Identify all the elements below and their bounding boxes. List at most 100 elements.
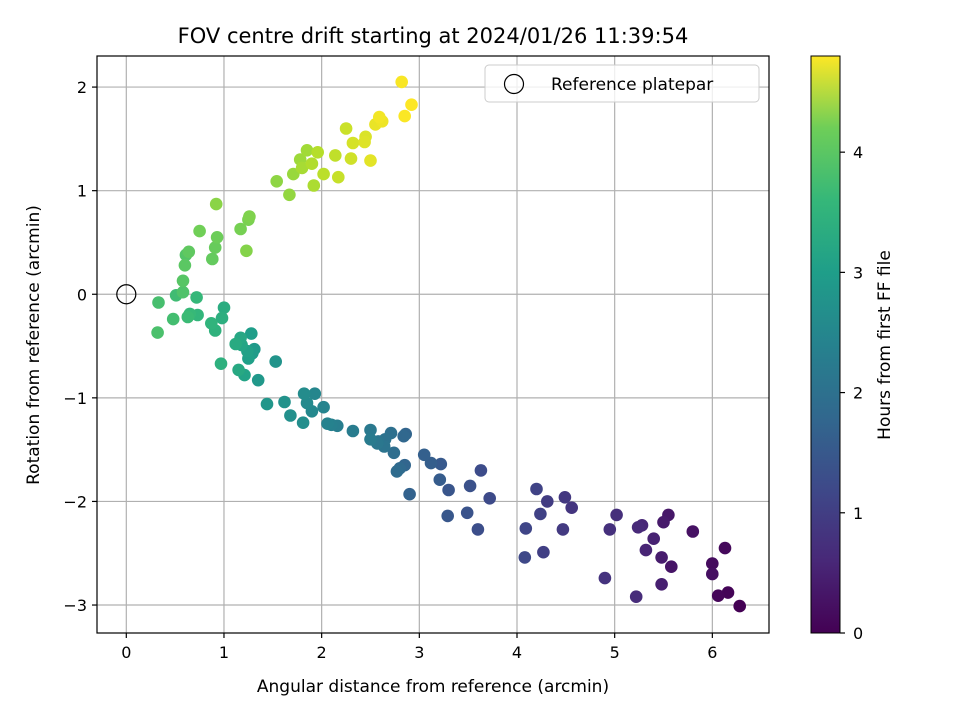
scatter-point xyxy=(166,312,180,326)
scatter-point xyxy=(603,523,617,536)
y-tick-label: 2 xyxy=(77,78,87,97)
scatter-point xyxy=(518,551,532,564)
scatter-point xyxy=(665,560,678,573)
scatter-point xyxy=(217,301,231,315)
colorbar-label: Hours from first FF file xyxy=(875,250,895,440)
scatter-point xyxy=(308,387,322,401)
colorbar: 0 1 2 3 4 Hours from first FF file xyxy=(810,55,895,643)
scatter-point xyxy=(269,355,283,368)
scatter-point xyxy=(405,98,418,111)
scatter-point xyxy=(178,259,192,272)
scatter-point xyxy=(205,317,218,330)
scatter-point xyxy=(232,363,245,377)
legend-box xyxy=(484,64,760,103)
scatter-point xyxy=(358,135,371,149)
scatter-point xyxy=(305,157,319,170)
scatter-point xyxy=(706,567,719,581)
scatter-point xyxy=(398,109,412,123)
scatter-point xyxy=(610,508,623,522)
scatter-point xyxy=(346,424,360,438)
y-tick-label: −3 xyxy=(63,596,87,615)
scatter-point xyxy=(655,578,668,591)
scatter-point xyxy=(463,479,477,493)
scatter-point xyxy=(706,557,719,570)
y-axis-label: Rotation from reference (arcmin) xyxy=(24,205,44,485)
scatter-point xyxy=(403,487,416,501)
scatter-point xyxy=(339,122,353,135)
scatter-point xyxy=(329,149,342,162)
x-tick-label: 5 xyxy=(610,643,620,662)
x-tick-label: 0 xyxy=(121,643,131,662)
data-points xyxy=(116,75,746,613)
scatter-point xyxy=(364,423,377,437)
scatter-point xyxy=(243,210,256,223)
scatter-point xyxy=(193,224,206,238)
x-tick-label: 2 xyxy=(317,643,327,662)
scatter-point xyxy=(317,167,330,181)
scatter-point xyxy=(251,373,265,387)
scatter-point xyxy=(240,244,253,258)
scatter-point xyxy=(364,433,377,446)
scatter-point xyxy=(215,311,229,325)
scatter-point xyxy=(424,456,438,470)
scatter-point xyxy=(397,429,411,443)
scatter-point xyxy=(297,387,311,401)
legend-entry-reference: Reference platepar xyxy=(551,75,713,95)
scatter-point xyxy=(284,409,297,422)
scatter-point xyxy=(541,495,554,508)
x-tick-label: 6 xyxy=(707,643,717,662)
grid xyxy=(97,56,769,633)
scatter-point xyxy=(474,464,488,477)
colorbar-tick-label: 3 xyxy=(853,263,863,282)
colorbar-tick-label: 2 xyxy=(853,384,863,403)
x-tick-label: 3 xyxy=(414,643,424,662)
scatter-point xyxy=(433,473,447,487)
scatter-point xyxy=(629,590,643,603)
scatter-point xyxy=(176,285,190,299)
y-axis-ticks: −3 −2 −1 0 1 2 xyxy=(63,78,97,615)
scatter-point xyxy=(321,417,334,431)
scatter-point xyxy=(229,337,242,351)
scatter-point xyxy=(718,541,732,555)
y-tick-label: −1 xyxy=(63,389,87,408)
x-tick-label: 4 xyxy=(512,643,522,662)
scatter-point xyxy=(234,222,247,236)
reference-marker xyxy=(116,284,137,305)
scatter-point xyxy=(530,482,543,496)
scatter-point xyxy=(206,252,219,266)
scatter-point xyxy=(278,395,291,409)
legend: Reference platepar xyxy=(484,64,760,103)
y-tick-label: 0 xyxy=(77,285,87,304)
scatter-point xyxy=(556,523,570,536)
scatter-point xyxy=(471,523,485,536)
scatter-point xyxy=(270,175,284,188)
scatter-point xyxy=(260,397,274,411)
scatter-point xyxy=(214,357,228,371)
x-axis-label: Angular distance from reference (arcmin) xyxy=(257,677,609,697)
scatter-point xyxy=(344,152,358,165)
scatter-point xyxy=(657,515,670,529)
scatter-point xyxy=(598,571,612,585)
scatter-point xyxy=(332,170,345,184)
y-tick-label: 1 xyxy=(77,182,87,201)
scatter-point xyxy=(181,310,195,324)
scatter-point xyxy=(537,545,550,559)
scatter-point xyxy=(307,179,321,192)
scatter-point xyxy=(647,532,660,545)
scatter-point xyxy=(296,416,310,430)
scatter-point xyxy=(417,448,431,462)
scatter-point xyxy=(686,525,700,538)
scatter-point xyxy=(483,492,497,505)
scatter-point xyxy=(364,154,377,167)
scatter-point xyxy=(434,457,448,471)
scatter-point xyxy=(245,327,258,340)
scatter-point xyxy=(442,483,455,497)
colorbar-tick-label: 0 xyxy=(853,624,863,643)
scatter-point xyxy=(151,326,164,339)
scatter-point xyxy=(208,241,222,254)
scatter-point xyxy=(176,274,190,288)
colorbar-gradient xyxy=(810,55,841,634)
colorbar-ticks: 0 1 2 3 4 xyxy=(840,143,863,643)
scatter-point xyxy=(639,543,653,557)
